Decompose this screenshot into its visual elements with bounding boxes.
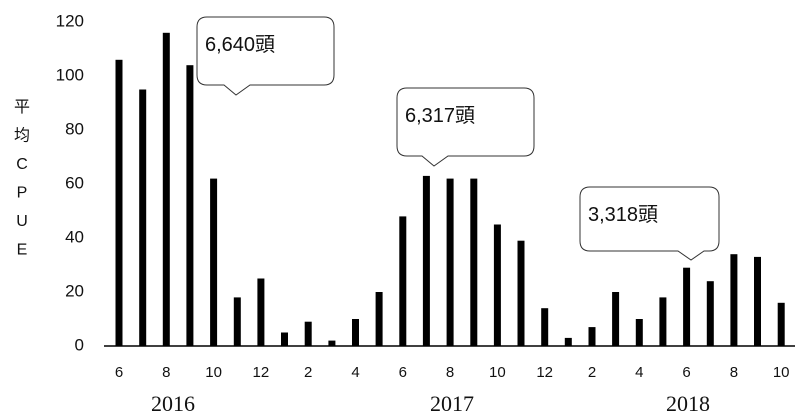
bar	[210, 178, 218, 346]
callout-bubble	[579, 186, 720, 261]
bar	[541, 308, 549, 346]
bar	[683, 267, 691, 346]
bar	[754, 256, 761, 346]
x-tick-label: 8	[730, 364, 738, 381]
x-tick-label: 4	[635, 364, 643, 381]
y-tick-label: 0	[75, 335, 84, 354]
bar	[328, 340, 336, 346]
y-tick-labels: 0 20 40 60 80 100 120	[56, 11, 84, 354]
bar	[706, 281, 714, 346]
bar	[493, 224, 501, 346]
year-label: 2016	[151, 391, 195, 416]
year-label: 2018	[666, 391, 710, 416]
x-tick-label: 8	[446, 364, 454, 381]
bar	[139, 89, 147, 346]
y-axis-label-char: P	[17, 185, 28, 202]
x-tick-labels: 6 8 10 12 2 4 6 8 10 12 2 4 6 8 10	[115, 364, 790, 381]
bar	[281, 332, 288, 346]
bar	[399, 216, 407, 346]
bar	[304, 321, 312, 346]
bar	[517, 240, 525, 346]
y-tick-label: 120	[56, 11, 84, 30]
x-tick-label: 6	[115, 364, 123, 381]
y-axis-label-char: U	[16, 213, 28, 230]
x-tick-label: 10	[205, 364, 222, 381]
year-labels: 2016 2017 2018	[151, 391, 710, 416]
x-tick-label: 12	[536, 364, 553, 381]
bar	[352, 319, 359, 346]
bars	[115, 32, 785, 347]
bar	[233, 297, 241, 346]
bar	[162, 32, 170, 347]
y-tick-label: 80	[65, 119, 84, 138]
y-tick-label: 20	[65, 281, 84, 300]
callout-label: 6,640頭	[205, 34, 275, 56]
y-axis-label-char: 均	[14, 127, 30, 145]
bar	[470, 178, 478, 346]
y-tick-label: 60	[65, 173, 84, 192]
bar	[612, 292, 620, 346]
x-tick-label: 12	[253, 364, 270, 381]
x-tick-label: 10	[773, 364, 790, 381]
x-tick-label: 8	[162, 364, 170, 381]
bar	[446, 178, 454, 346]
callout-label: 3,318頭	[588, 204, 658, 226]
y-axis-label-char: 平	[14, 99, 30, 116]
bar	[186, 65, 194, 346]
bar	[588, 327, 596, 346]
year-label: 2017	[430, 391, 474, 416]
bar	[375, 292, 383, 346]
x-tick-label: 6	[682, 364, 690, 381]
y-tick-label: 100	[56, 65, 84, 84]
callout-label: 6,317頭	[405, 105, 475, 127]
callout-bubble	[396, 87, 535, 167]
x-tick-label: 6	[399, 364, 407, 381]
bar	[777, 302, 785, 346]
callout-bubble	[196, 16, 335, 96]
y-axis-label-char: C	[16, 156, 28, 173]
bar	[635, 319, 643, 346]
bar	[422, 175, 430, 346]
bar	[730, 254, 738, 346]
x-tick-label: 4	[351, 364, 359, 381]
x-tick-label: 2	[588, 364, 596, 381]
bar	[257, 278, 265, 346]
bar	[564, 337, 572, 346]
callouts: 6,640頭 6,317頭 3,318頭	[196, 16, 720, 261]
y-tick-label: 40	[65, 227, 84, 246]
x-tick-label: 10	[489, 364, 506, 381]
bar	[115, 59, 123, 347]
x-tick-label: 2	[304, 364, 312, 381]
bar	[659, 297, 667, 346]
y-axis-label-char: E	[17, 242, 28, 259]
